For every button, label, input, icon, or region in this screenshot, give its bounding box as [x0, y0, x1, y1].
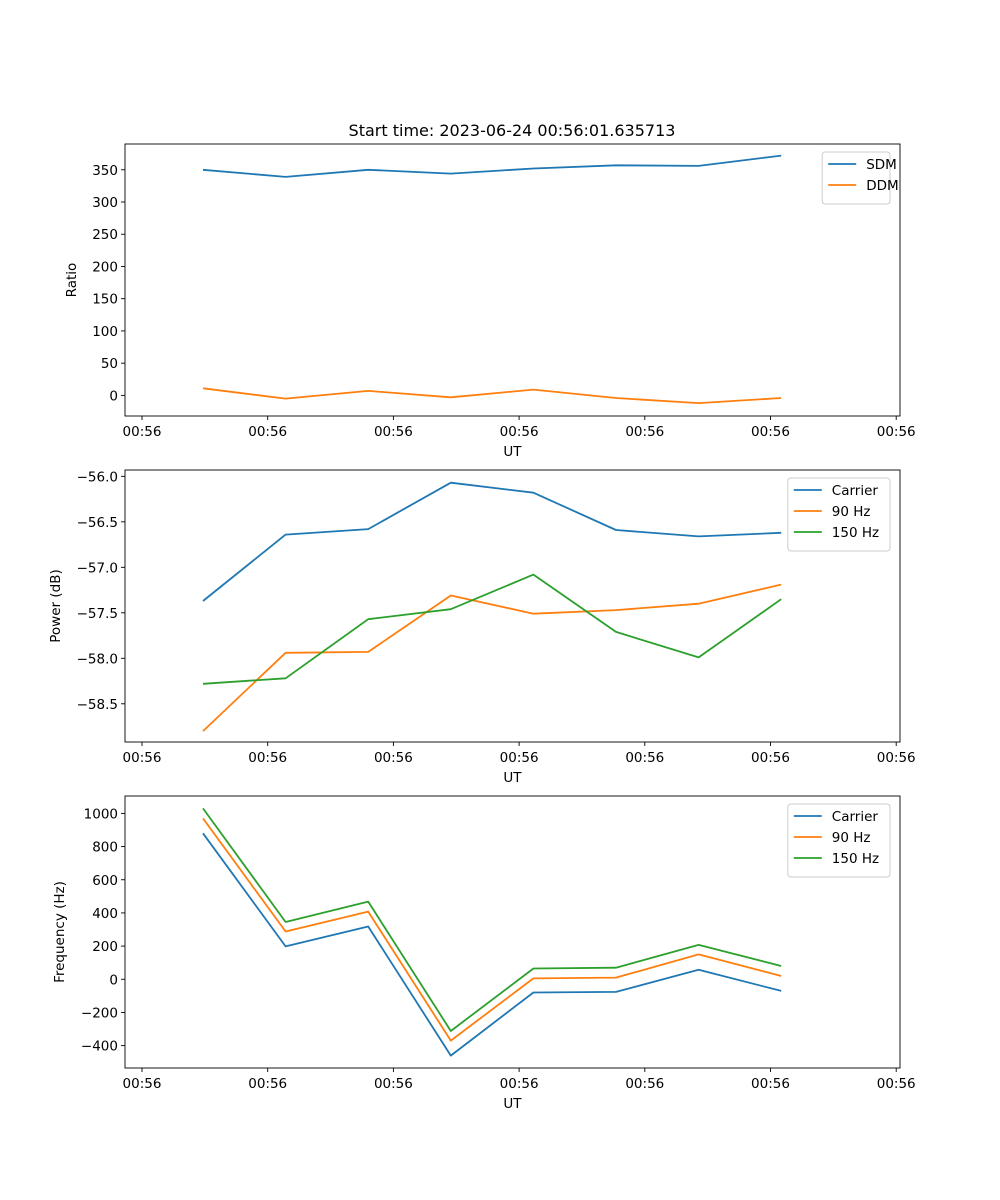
legend-label: Carrier: [832, 483, 879, 499]
y-tick-label: 1000: [84, 806, 118, 822]
legend-label: 90 Hz: [832, 504, 871, 520]
x-axis-label: UT: [503, 770, 522, 786]
y-tick-label: −57.5: [77, 606, 118, 622]
legend: SDM DDM: [821, 151, 899, 205]
y-tick-label: 200: [92, 259, 118, 275]
x-tick-label: 00:56: [500, 1076, 539, 1092]
x-tick-label: 00:56: [123, 424, 162, 440]
y-tick-label: −56.5: [77, 515, 118, 531]
legend-label: SDM: [866, 157, 897, 173]
x-tick-label: 00:56: [877, 424, 916, 440]
series-line-90-hz: [202, 583, 782, 732]
x-tick-label: 00:56: [625, 424, 664, 440]
legend-label: DDM: [866, 178, 898, 194]
x-axis-label: UT: [503, 444, 522, 460]
x-tick-label: 00:56: [374, 1076, 413, 1092]
plot-area-frame: [124, 795, 901, 1069]
legend-label: 150 Hz: [832, 525, 879, 541]
x-tick-label: 00:56: [248, 750, 287, 766]
y-tick-label: 600: [92, 873, 118, 889]
y-tick-label: 0: [109, 972, 118, 988]
chart-panel-3: 00:5600:5600:5600:5600:5600:5600:5600:57…: [52, 795, 916, 1112]
series-line-ddm: [202, 387, 782, 405]
legend-box: [821, 151, 891, 205]
x-tick-label: 00:56: [751, 1076, 790, 1092]
y-tick-label: 300: [92, 195, 118, 211]
y-tick-label: 250: [92, 227, 118, 243]
chart-panel-1: 00:5600:5600:5600:5600:5600:5600:5600:57…: [64, 143, 916, 460]
x-tick-label: 00:56: [500, 750, 539, 766]
y-axis-label: Frequency (Hz): [52, 881, 68, 983]
y-tick-label: 0: [109, 388, 118, 404]
x-tick-label: 00:56: [374, 750, 413, 766]
figure-title: Start time: 2023-06-24 00:56:01.635713: [349, 121, 676, 140]
plot-area-frame: [124, 469, 901, 743]
y-tick-label: −57.0: [77, 560, 118, 576]
chart-panel-2: 00:5600:5600:5600:5600:5600:5600:5600:57…: [48, 469, 916, 786]
legend: Carrier 90 Hz 150 Hz: [787, 803, 891, 878]
y-tick-label: 800: [92, 840, 118, 856]
legend-label: 150 Hz: [832, 851, 879, 867]
y-tick-label: 100: [92, 324, 118, 340]
plot-area-frame: [124, 143, 901, 417]
legend: Carrier 90 Hz 150 Hz: [787, 477, 891, 552]
y-tick-label: −400: [81, 1039, 118, 1055]
x-tick-label: 00:56: [123, 1076, 162, 1092]
y-tick-label: 50: [101, 356, 118, 372]
legend-label: Carrier: [832, 809, 879, 825]
y-axis-label: Ratio: [64, 263, 80, 298]
series-line-carrier: [202, 481, 782, 602]
x-tick-label: 00:56: [248, 424, 287, 440]
y-tick-label: 400: [92, 906, 118, 922]
y-tick-label: −200: [81, 1005, 118, 1021]
series-line-carrier: [202, 832, 782, 1057]
y-tick-label: 350: [92, 163, 118, 179]
x-tick-label: 00:56: [500, 424, 539, 440]
y-axis-label: Power (dB): [48, 569, 64, 642]
x-tick-label: 00:56: [374, 424, 413, 440]
y-tick-label: 150: [92, 292, 118, 308]
x-tick-label: 00:56: [625, 750, 664, 766]
x-tick-label: 00:56: [877, 1076, 916, 1092]
x-tick-label: 00:56: [248, 1076, 287, 1092]
y-tick-label: −56.0: [77, 469, 118, 485]
series-line-150-hz: [202, 573, 782, 685]
x-tick-label: 00:56: [877, 750, 916, 766]
series-line-150-hz: [202, 807, 782, 1032]
x-tick-label: 00:56: [625, 1076, 664, 1092]
x-tick-label: 00:56: [751, 750, 790, 766]
legend-label: 90 Hz: [832, 830, 871, 846]
x-axis-label: UT: [503, 1096, 522, 1112]
y-tick-label: −58.0: [77, 651, 118, 667]
y-tick-label: 200: [92, 939, 118, 955]
charts-container: 00:5600:5600:5600:5600:5600:5600:5600:57…: [48, 143, 916, 1112]
x-tick-label: 00:56: [751, 424, 790, 440]
y-tick-label: −58.5: [77, 697, 118, 713]
series-line-sdm: [202, 154, 782, 178]
series-line-90-hz: [202, 817, 782, 1042]
x-tick-label: 00:56: [123, 750, 162, 766]
